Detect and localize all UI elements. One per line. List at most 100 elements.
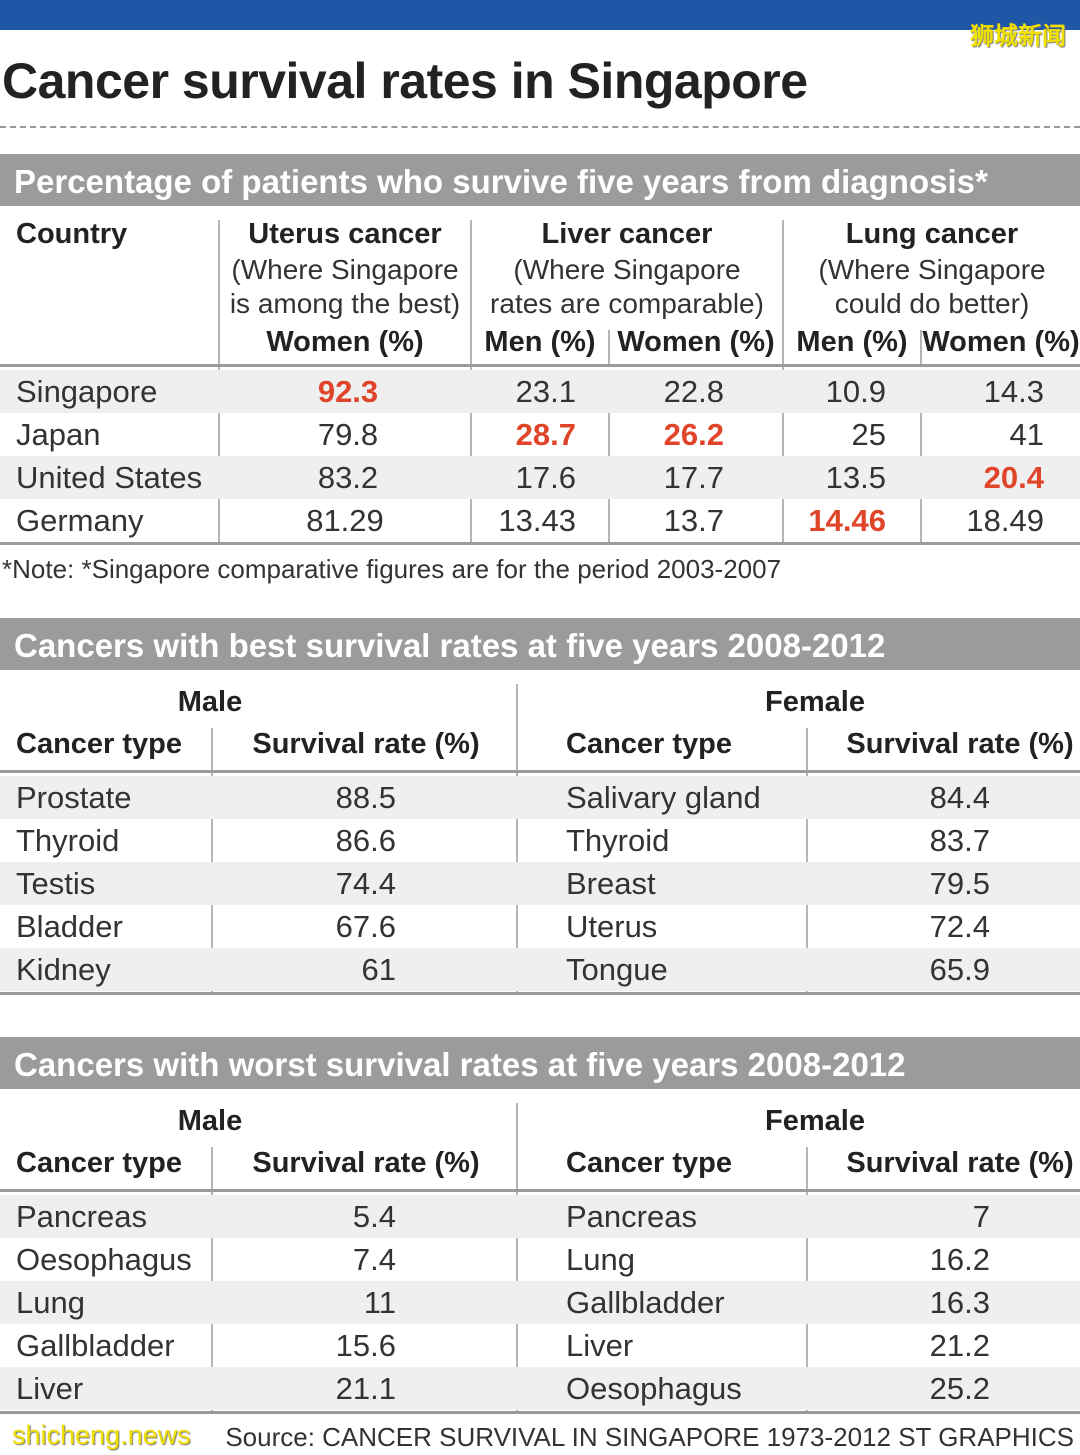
liver-header-sub2: rates are comparable): [490, 288, 764, 319]
rate-cell: 72.4: [929, 909, 990, 944]
value-cell: 14.3: [983, 374, 1044, 409]
cancer-type-cell: Liver: [566, 1328, 634, 1363]
value-cell: 83.2: [317, 460, 379, 495]
section-best-heading: Cancers with best survival rates at five…: [14, 627, 886, 664]
male-group-header: Male: [177, 686, 243, 718]
source-credit: Source: CANCER SURVIVAL IN SINGAPORE 197…: [225, 1422, 1074, 1452]
group-divider: [516, 684, 518, 994]
rate-cell: 83.7: [929, 823, 990, 858]
table-row: Gallbladder 15.6 Liver 21.2: [0, 1324, 1080, 1367]
rate-cell: 16.3: [929, 1285, 990, 1320]
value-cell: 22.8: [663, 374, 724, 409]
rate-cell: 16.2: [929, 1242, 990, 1277]
value-cell-highlight: 28.7: [515, 417, 576, 452]
table-row: Oesophagus 7.4 Lung 16.2: [0, 1238, 1080, 1281]
female-group-header: Female: [765, 1105, 865, 1137]
uterus-header-title: Uterus cancer: [248, 218, 442, 250]
value-cell: 13.43: [498, 503, 576, 538]
lung-header-title: Lung cancer: [845, 218, 1019, 250]
section-worst-heading: Cancers with worst survival rates at fiv…: [14, 1046, 906, 1083]
value-cell-highlight: 14.46: [808, 503, 886, 538]
female-type-header: Cancer type: [566, 728, 733, 760]
cancer-type-cell: Bladder: [16, 909, 123, 944]
section-survival-heading: Percentage of patients who survive five …: [14, 163, 988, 200]
female-rate-header: Survival rate (%): [846, 1147, 1074, 1179]
cancer-type-cell: Thyroid: [16, 823, 120, 858]
male-rate-header: Survival rate (%): [252, 1147, 480, 1179]
female-type-header: Cancer type: [566, 1147, 733, 1179]
rate-cell: 7: [972, 1199, 990, 1234]
rate-cell: 61: [361, 952, 396, 987]
top-color-bar: [0, 0, 1080, 30]
country-cell: Japan: [16, 417, 101, 452]
country-column-header: Country: [16, 218, 128, 250]
page-title: Cancer survival rates in Singapore: [2, 53, 808, 109]
male-type-header: Cancer type: [16, 1147, 183, 1179]
rate-cell: 84.4: [929, 780, 990, 815]
uterus-header-sub2: is among the best): [229, 288, 461, 319]
rate-cell: 21.2: [929, 1328, 990, 1363]
column-divider: [211, 728, 213, 994]
section-survival-header: Percentage of patients who survive five …: [0, 154, 1080, 206]
liver-header-title: Liver cancer: [541, 218, 713, 250]
group-divider: [516, 1103, 518, 1413]
value-cell: 79.8: [317, 417, 379, 452]
rate-cell: 11: [363, 1285, 396, 1320]
rate-cell: 21.1: [335, 1371, 396, 1406]
country-cell: Singapore: [16, 374, 158, 409]
cancer-type-cell: Salivary gland: [566, 780, 761, 815]
country-cell: Germany: [16, 503, 144, 538]
cancer-type-cell: Oesophagus: [566, 1371, 742, 1406]
section-best-header: Cancers with best survival rates at five…: [0, 618, 1080, 670]
watermark-bottom: shicheng.news: [12, 1420, 191, 1450]
cancer-type-cell: Lung: [16, 1285, 85, 1320]
cancer-type-cell: Thyroid: [566, 823, 670, 858]
header-rule: [0, 770, 1080, 773]
value-cell-highlight: 92.3: [317, 374, 379, 409]
table-row: Japan 79.8 28.7 26.2 25 41: [0, 413, 1080, 456]
cancer-type-cell: Gallbladder: [566, 1285, 725, 1320]
table-row: Prostate 88.5 Salivary gland 84.4: [0, 776, 1080, 819]
value-cell: 17.6: [515, 460, 576, 495]
column-divider: [211, 1147, 213, 1413]
male-rate-header: Survival rate (%): [252, 728, 480, 760]
table-row: Liver 21.1 Oesophagus 25.2: [0, 1367, 1080, 1410]
lung-header-sub1: (Where Singapore: [818, 254, 1046, 285]
rate-cell: 86.6: [335, 823, 396, 858]
value-cell: 18.49: [966, 503, 1044, 538]
table-row: Pancreas 5.4 Pancreas 7: [0, 1195, 1080, 1238]
subcolumn-divider: [608, 330, 610, 364]
cancer-type-cell: Prostate: [16, 780, 132, 815]
subcolumn-divider: [920, 330, 922, 364]
cancer-type-cell: Uterus: [566, 909, 658, 944]
rate-cell: 25.2: [929, 1371, 990, 1406]
column-divider: [806, 1147, 808, 1413]
table-bottom-rule: [0, 1411, 1080, 1414]
cancer-type-cell: Lung: [566, 1242, 635, 1277]
rate-cell: 15.6: [335, 1328, 396, 1363]
cancer-type-cell: Testis: [16, 866, 96, 901]
male-type-header: Cancer type: [16, 728, 183, 760]
cancer-type-cell: Liver: [16, 1371, 84, 1406]
cancer-type-cell: Oesophagus: [16, 1242, 192, 1277]
male-group-header: Male: [177, 1105, 243, 1137]
lung-header-sub2: could do better): [834, 288, 1030, 319]
watermark-top: 狮城新闻: [970, 22, 1066, 50]
value-cell: 23.1: [515, 374, 576, 409]
lung-men-header: Men (%): [796, 326, 908, 358]
table-row: Lung 11 Gallbladder 16.3: [0, 1281, 1080, 1324]
table-row: Germany 81.29 13.43 13.7 14.46 18.49: [0, 499, 1080, 542]
rate-cell: 74.4: [335, 866, 396, 901]
footnote: *Note: *Singapore comparative figures ar…: [2, 554, 782, 584]
liver-men-header: Men (%): [484, 326, 596, 358]
uterus-women-header: Women (%): [266, 326, 424, 358]
rate-cell: 88.5: [335, 780, 396, 815]
section-worst-header: Cancers with worst survival rates at fiv…: [0, 1037, 1080, 1089]
cancer-type-cell: Tongue: [566, 952, 668, 987]
table-row: United States 83.2 17.6 17.7 13.5 20.4: [0, 456, 1080, 499]
value-cell: 81.29: [306, 503, 384, 538]
value-cell: 13.5: [825, 460, 886, 495]
value-cell: 17.7: [663, 460, 724, 495]
liver-women-header: Women (%): [617, 326, 775, 358]
cancer-type-cell: Pancreas: [16, 1199, 147, 1234]
